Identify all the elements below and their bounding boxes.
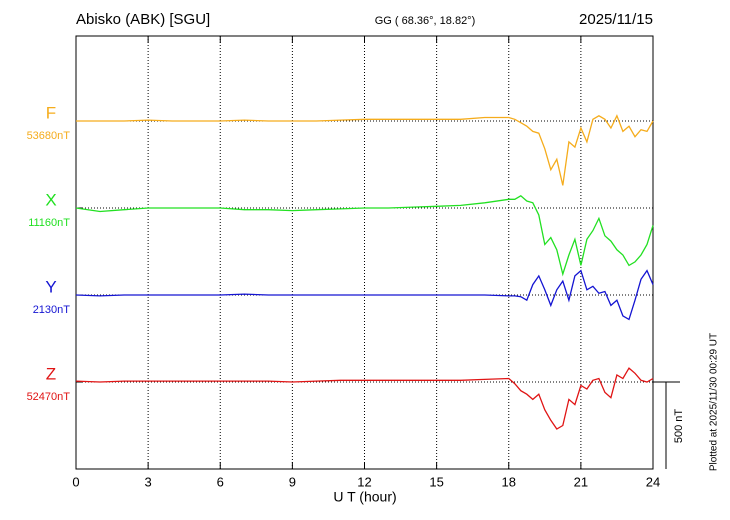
x-tick-label: 9 bbox=[289, 474, 296, 489]
x-tick-label: 0 bbox=[72, 474, 79, 489]
baseline-label: 53680nT bbox=[27, 130, 71, 142]
series-line bbox=[75, 367, 654, 430]
chart-subtitle: GG ( 68.36°, 18.82°) bbox=[375, 15, 476, 27]
x-tick-label: 6 bbox=[217, 474, 224, 489]
x-axis-label: U T (hour) bbox=[333, 489, 396, 505]
series-line bbox=[75, 269, 654, 321]
x-tick-label: 12 bbox=[357, 474, 371, 489]
baseline-label: 2130nT bbox=[33, 304, 71, 316]
scale-bar-label: 500 nT bbox=[673, 409, 685, 444]
x-tick-label: 24 bbox=[646, 474, 660, 489]
series-name: Z bbox=[46, 364, 56, 383]
x-tick-label: 15 bbox=[429, 474, 443, 489]
baseline-label: 11160nT bbox=[28, 217, 70, 229]
chart-title: Abisko (ABK) [SGU] bbox=[76, 11, 210, 28]
footnote: Plotted at 2025/11/30 00:29 UT bbox=[709, 333, 720, 471]
x-tick-label: 18 bbox=[502, 474, 516, 489]
chart-date: 2025/11/15 bbox=[579, 11, 653, 28]
series-line bbox=[75, 195, 654, 277]
x-tick-label: 3 bbox=[145, 474, 152, 489]
series-name: X bbox=[45, 190, 56, 209]
series-name: F bbox=[46, 103, 56, 122]
baseline-label: 52470nT bbox=[27, 391, 71, 403]
x-tick-label: 21 bbox=[574, 474, 588, 489]
series-line bbox=[76, 114, 654, 186]
series-name: Y bbox=[45, 277, 56, 296]
